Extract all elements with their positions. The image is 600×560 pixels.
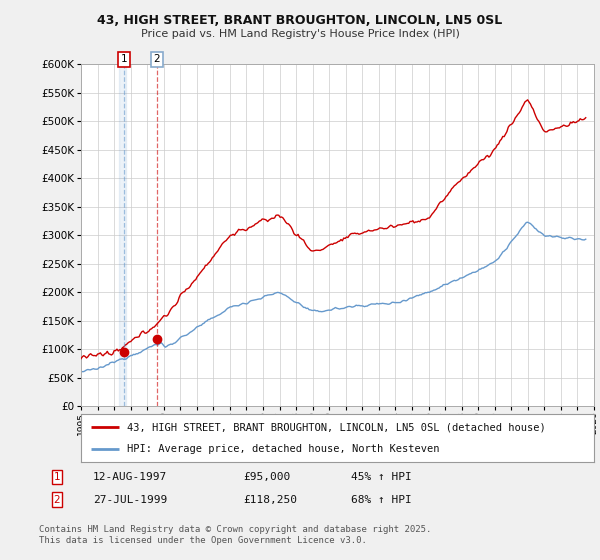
Text: 45% ↑ HPI: 45% ↑ HPI <box>351 472 412 482</box>
Text: 1: 1 <box>53 472 61 482</box>
Text: £95,000: £95,000 <box>243 472 290 482</box>
Text: 2: 2 <box>154 54 160 64</box>
Text: Price paid vs. HM Land Registry's House Price Index (HPI): Price paid vs. HM Land Registry's House … <box>140 29 460 39</box>
Text: 68% ↑ HPI: 68% ↑ HPI <box>351 494 412 505</box>
Text: 12-AUG-1997: 12-AUG-1997 <box>93 472 167 482</box>
Bar <box>119 64 126 406</box>
Text: Contains HM Land Registry data © Crown copyright and database right 2025.
This d: Contains HM Land Registry data © Crown c… <box>39 525 431 545</box>
Text: 2: 2 <box>53 494 61 505</box>
Text: HPI: Average price, detached house, North Kesteven: HPI: Average price, detached house, Nort… <box>127 444 440 454</box>
Text: 43, HIGH STREET, BRANT BROUGHTON, LINCOLN, LN5 0SL: 43, HIGH STREET, BRANT BROUGHTON, LINCOL… <box>97 14 503 27</box>
Text: 1: 1 <box>121 54 128 64</box>
Text: 27-JUL-1999: 27-JUL-1999 <box>93 494 167 505</box>
Text: 43, HIGH STREET, BRANT BROUGHTON, LINCOLN, LN5 0SL (detached house): 43, HIGH STREET, BRANT BROUGHTON, LINCOL… <box>127 422 546 432</box>
Text: £118,250: £118,250 <box>243 494 297 505</box>
